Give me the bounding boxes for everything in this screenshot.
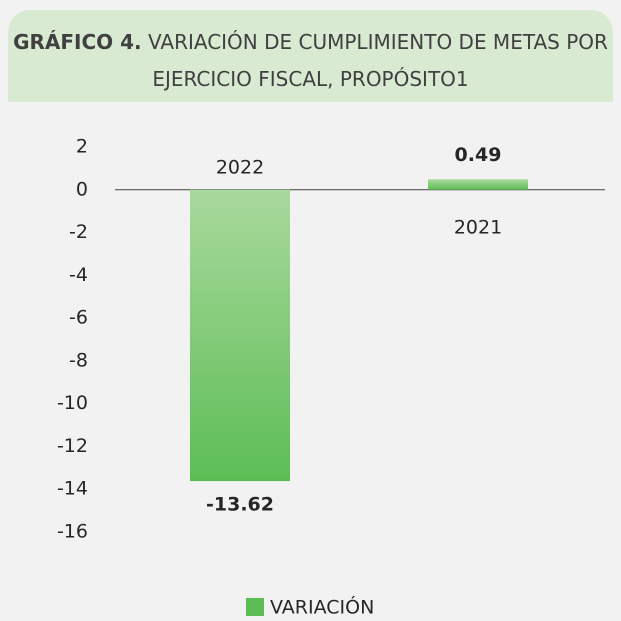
y-tick-label: 0 bbox=[76, 178, 88, 200]
data-label: -13.62 bbox=[206, 494, 274, 516]
legend-swatch bbox=[246, 598, 264, 616]
chart-title-box: GRÁFICO 4. VARIACIÓN DE CUMPLIMIENTO DE … bbox=[8, 10, 613, 102]
x-tick-label: 2022 bbox=[216, 156, 264, 178]
y-tick-label: -16 bbox=[57, 521, 88, 543]
y-tick-label: 2 bbox=[76, 136, 88, 158]
chart-title: VARIACIÓN DE CUMPLIMIENTO DE METAS POR E… bbox=[147, 30, 608, 91]
y-tick-label: -2 bbox=[69, 221, 88, 243]
y-tick-label: -12 bbox=[57, 435, 88, 457]
y-tick-label: -6 bbox=[69, 307, 88, 329]
y-tick-label: -8 bbox=[69, 349, 88, 371]
data-label: 0.49 bbox=[455, 144, 502, 166]
bar bbox=[190, 189, 290, 482]
bar bbox=[428, 179, 528, 190]
y-tick-label: -10 bbox=[57, 392, 88, 414]
legend-label: VARIACIÓN bbox=[270, 595, 374, 619]
y-tick-label: -4 bbox=[69, 264, 88, 286]
chart-title-prefix: GRÁFICO 4. bbox=[13, 30, 142, 54]
y-tick-label: -14 bbox=[57, 478, 88, 500]
x-tick-label: 2021 bbox=[454, 216, 502, 238]
